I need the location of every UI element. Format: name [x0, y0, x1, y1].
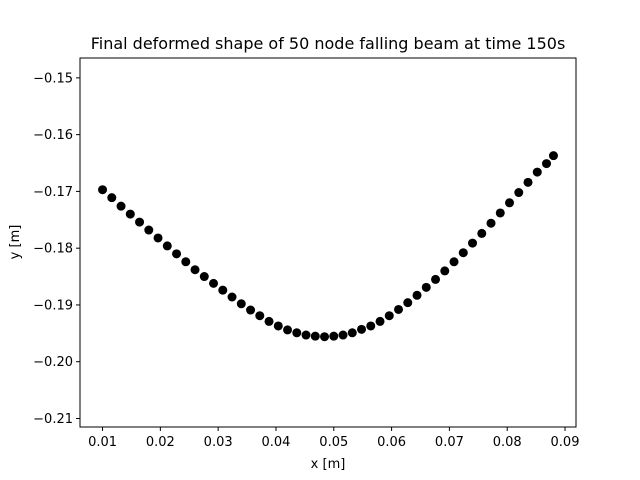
data-point	[375, 316, 385, 326]
data-points	[98, 151, 558, 342]
data-point	[412, 290, 422, 300]
data-point	[273, 321, 283, 331]
data-point	[283, 325, 293, 335]
data-point	[440, 266, 450, 276]
x-tick-label: 0.01	[88, 435, 117, 450]
y-tick-label: −0.20	[33, 355, 73, 370]
x-tick-label: 0.09	[551, 435, 580, 450]
data-point	[449, 257, 459, 267]
data-point	[209, 278, 219, 288]
data-point	[384, 311, 394, 321]
data-point	[514, 188, 524, 198]
data-point	[236, 299, 246, 309]
data-point	[227, 292, 237, 302]
x-tick-label: 0.05	[319, 435, 348, 450]
data-point	[218, 285, 228, 295]
data-point	[246, 305, 256, 315]
data-point	[542, 159, 552, 169]
y-tick-label: −0.19	[33, 298, 73, 313]
data-point	[264, 316, 274, 326]
x-tick-label: 0.02	[146, 435, 175, 450]
x-axis: 0.01 0.02 0.03 0.04 0.05 0.06 0.07 0.08 0.09	[88, 427, 579, 450]
data-point	[505, 198, 515, 208]
y-tick-label: −0.21	[33, 412, 73, 427]
data-point	[98, 185, 108, 195]
data-point	[255, 311, 265, 321]
y-tick-label: −0.15	[33, 71, 73, 86]
data-point	[301, 330, 311, 340]
y-axis: −0.15 −0.16 −0.17 −0.18 −0.19 −0.20 −0.21	[33, 71, 80, 427]
x-tick-label: 0.03	[204, 435, 233, 450]
data-point	[431, 274, 441, 284]
data-point	[116, 201, 126, 211]
data-point	[477, 228, 487, 238]
data-point	[153, 233, 163, 243]
chart-title: Final deformed shape of 50 node falling …	[91, 34, 566, 53]
y-axis-label: y [m]	[8, 225, 23, 260]
data-point	[310, 331, 320, 341]
data-point	[394, 304, 404, 314]
data-point	[338, 330, 348, 340]
y-tick-label: −0.17	[33, 185, 73, 200]
x-tick-label: 0.04	[261, 435, 290, 450]
data-point	[107, 193, 117, 203]
x-tick-label: 0.08	[493, 435, 522, 450]
data-point	[320, 332, 330, 342]
data-point	[421, 282, 431, 292]
plot-frame	[79, 57, 577, 428]
data-point	[292, 328, 302, 338]
x-tick-label: 0.07	[435, 435, 464, 450]
data-point	[347, 328, 357, 338]
data-point	[495, 208, 505, 218]
data-point	[181, 257, 191, 267]
data-point	[144, 225, 154, 235]
data-point	[357, 324, 367, 334]
data-point	[366, 321, 376, 331]
y-tick-label: −0.16	[33, 128, 73, 143]
data-point	[329, 331, 339, 341]
data-point	[548, 151, 558, 161]
data-point	[468, 238, 478, 248]
data-point	[125, 209, 135, 219]
data-point	[458, 248, 468, 258]
y-tick-label: −0.18	[33, 242, 73, 257]
data-point	[199, 272, 209, 282]
data-point	[403, 298, 413, 308]
data-point	[135, 217, 145, 227]
data-point	[190, 265, 200, 275]
data-point	[162, 241, 172, 251]
data-point	[486, 218, 496, 228]
x-axis-label: x [m]	[311, 457, 346, 472]
x-tick-label: 0.06	[377, 435, 406, 450]
data-point	[172, 249, 182, 259]
data-point	[532, 167, 542, 177]
data-point	[523, 177, 533, 187]
